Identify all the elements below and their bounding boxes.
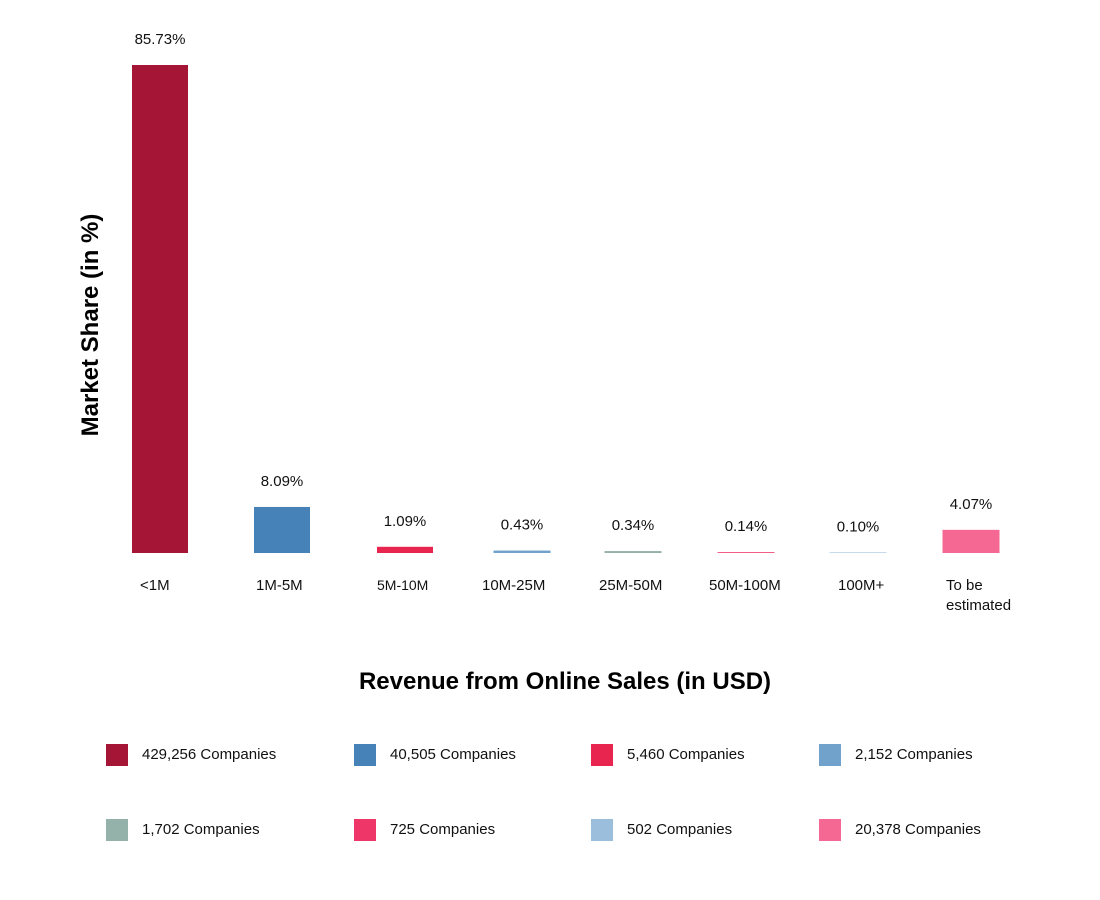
bar-6 xyxy=(829,552,887,553)
bar-7 xyxy=(942,529,1000,553)
legend-label-6: 502 Companies xyxy=(627,821,732,838)
legend-label-1: 40,505 Companies xyxy=(390,746,516,763)
legend-swatch-3 xyxy=(819,744,841,766)
legend-swatch-0 xyxy=(106,744,128,766)
legend-label-4: 1,702 Companies xyxy=(142,821,260,838)
value-label-3: 0.43% xyxy=(501,517,544,534)
category-label-6: 100M+ xyxy=(838,577,885,594)
legend-label-2: 5,460 Companies xyxy=(627,746,745,763)
bar-0 xyxy=(132,65,188,553)
legend-swatch-5 xyxy=(354,819,376,841)
value-label-0: 85.73% xyxy=(135,31,186,48)
category-label-1: 1M-5M xyxy=(256,577,303,594)
legend-label-3: 2,152 Companies xyxy=(855,746,973,763)
category-label-5: 50M-100M xyxy=(709,577,781,594)
bar-1 xyxy=(254,506,310,553)
bar-2 xyxy=(377,546,433,553)
x-axis-label: Revenue from Online Sales (in USD) xyxy=(359,668,771,695)
category-label-7: To be estimated xyxy=(946,577,1011,614)
bar-4 xyxy=(604,551,662,553)
value-label-1: 8.09% xyxy=(261,473,304,490)
value-label-5: 0.14% xyxy=(725,518,768,535)
category-label-3: 10M-25M xyxy=(482,577,545,594)
bars-group xyxy=(132,65,1000,553)
legend-swatch-4 xyxy=(106,819,128,841)
category-label-2: 5M-10M xyxy=(377,577,428,593)
bar-5 xyxy=(717,552,775,553)
legend-label-5: 725 Companies xyxy=(390,821,495,838)
legend-swatch-7 xyxy=(819,819,841,841)
legend-swatch-2 xyxy=(591,744,613,766)
category-label-0: <1M xyxy=(140,577,170,594)
y-axis-label: Market Share (in %) xyxy=(77,214,104,437)
bar-3 xyxy=(493,550,551,553)
legend: 429,256 Companies 40,505 Companies 5,460 C… xyxy=(106,744,981,841)
value-label-2: 1.09% xyxy=(384,513,427,530)
legend-label-0: 429,256 Companies xyxy=(142,746,276,763)
value-label-4: 0.34% xyxy=(612,517,655,534)
category-label-4: 25M-50M xyxy=(599,577,662,594)
category-labels-group: <1M 1M-5M 5M-10M 10M-25M 25M-50M 50M-100M 100M… xyxy=(140,577,1011,614)
legend-swatch-1 xyxy=(354,744,376,766)
legend-swatch-6 xyxy=(591,819,613,841)
value-label-7: 4.07% xyxy=(950,496,993,513)
value-label-6: 0.10% xyxy=(837,518,880,535)
value-labels-group: 85.73% 8.09% 1.09% 0.43% 0.34% 0.14% 0.10% 4.07… xyxy=(135,31,993,535)
legend-label-7: 20,378 Companies xyxy=(855,821,981,838)
